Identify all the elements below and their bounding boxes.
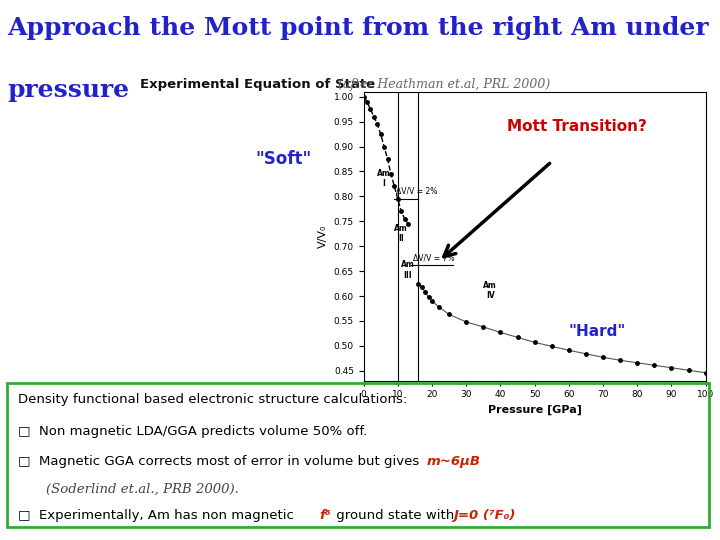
Text: Am
III: Am III bbox=[401, 260, 415, 280]
Text: ground state with: ground state with bbox=[331, 509, 458, 522]
Text: (Soderlind et.al., PRB 2000).: (Soderlind et.al., PRB 2000). bbox=[46, 483, 239, 496]
Text: □  Non magnetic LDA/GGA predicts volume 50% off.: □ Non magnetic LDA/GGA predicts volume 5… bbox=[18, 425, 367, 438]
Text: (after Heathman et.al, PRL 2000): (after Heathman et.al, PRL 2000) bbox=[338, 78, 551, 91]
Text: Am
II: Am II bbox=[395, 224, 408, 243]
Text: f⁶: f⁶ bbox=[320, 509, 331, 522]
Text: "Soft": "Soft" bbox=[256, 150, 312, 168]
Text: pressure: pressure bbox=[7, 78, 130, 102]
Text: Density functional based electronic structure calculations:: Density functional based electronic stru… bbox=[18, 394, 407, 407]
Text: Experimental Equation of State: Experimental Equation of State bbox=[140, 78, 376, 91]
Text: J=0 (⁷F₀): J=0 (⁷F₀) bbox=[453, 509, 516, 522]
Text: Am
IV: Am IV bbox=[483, 281, 497, 300]
Text: □  Magnetic GGA corrects most of error in volume but gives: □ Magnetic GGA corrects most of error in… bbox=[18, 455, 423, 468]
Text: ΔV/V = 7%: ΔV/V = 7% bbox=[413, 253, 455, 262]
Y-axis label: V/V₀: V/V₀ bbox=[318, 225, 328, 248]
Text: Am
I: Am I bbox=[377, 169, 391, 188]
Text: Approach the Mott point from the right Am under: Approach the Mott point from the right A… bbox=[7, 16, 708, 40]
Text: "Hard": "Hard" bbox=[569, 324, 626, 339]
X-axis label: Pressure [GPa]: Pressure [GPa] bbox=[487, 405, 582, 415]
Text: ΔV/V = 2%: ΔV/V = 2% bbox=[396, 187, 438, 196]
Text: Mott Transition?: Mott Transition? bbox=[507, 119, 647, 134]
Text: m~6μB: m~6μB bbox=[427, 455, 481, 468]
Text: □  Experimentally, Am has non magnetic: □ Experimentally, Am has non magnetic bbox=[18, 509, 298, 522]
